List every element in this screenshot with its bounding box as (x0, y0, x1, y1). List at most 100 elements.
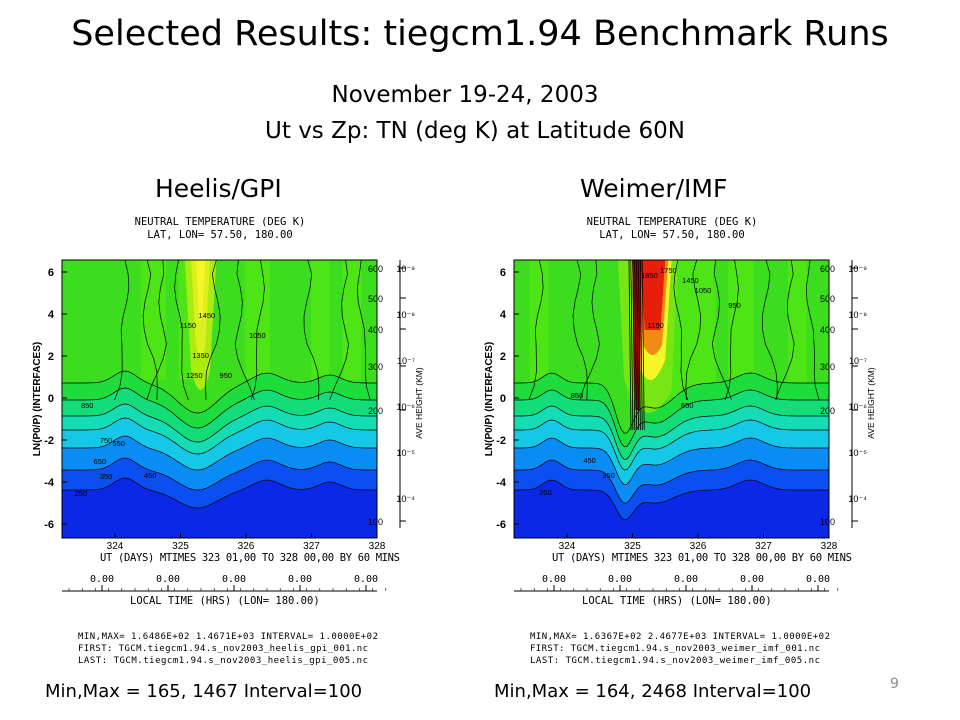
pressure-tick-label: 10⁻⁵ (397, 448, 416, 458)
contour-label: 250 (75, 489, 88, 498)
pressure-tick-label: 10⁻⁵ (849, 448, 868, 458)
pressure-tick-label: 10⁻⁷ (397, 356, 415, 366)
slide-title: Selected Results: tiegcm1.94 Benchmark R… (71, 14, 889, 54)
y-tick-label: -2 (496, 435, 506, 447)
contour-label: 650 (681, 401, 694, 410)
contour-label: 350 (602, 471, 615, 480)
contour-line (572, 260, 588, 401)
pressure-tick-label: 10⁻⁴ (848, 494, 867, 504)
caption-weimer: Min,Max = 164, 2468 Interval=100 (494, 681, 812, 702)
height-tick-label: 200 (820, 406, 835, 416)
height-tick-label: 600 (368, 264, 383, 274)
local-time-label: LOCAL TIME (HRS) (LON= 180.00) (130, 595, 320, 607)
contour-label: 950 (220, 371, 233, 380)
contour-label: 1850 (641, 271, 658, 280)
ave-height-label: AVE HEIGHT (KM) (866, 367, 876, 439)
contour-line (514, 405, 829, 538)
contour-line (634, 260, 638, 431)
y-tick-label: -4 (496, 477, 507, 489)
warm-column (342, 260, 362, 380)
contour-line (62, 370, 377, 538)
plot-frame (513, 259, 830, 539)
height-tick-label: 100 (820, 517, 835, 527)
contour-line (514, 389, 829, 538)
x-tick-label: 328 (369, 541, 386, 552)
ut-axis-label: UT (DAYS) MTIMES 323 01,00 TO 328 00,00 … (552, 552, 852, 564)
pressure-tick-label: 10⁻⁸ (396, 310, 415, 320)
x-tick-label: 325 (624, 541, 641, 552)
contour-lines (62, 260, 377, 538)
hot-core-inner (195, 260, 206, 320)
x-tick-label: 327 (755, 541, 772, 552)
warm-column (310, 260, 330, 380)
contour-line (638, 260, 641, 431)
height-tick-label: 300 (820, 362, 835, 372)
contour-line (685, 260, 701, 401)
plot-frame (61, 259, 378, 539)
lt-tick-label: 0.00 (542, 574, 566, 585)
x-tick-label: 328 (821, 541, 838, 552)
page-number: 9 (890, 676, 899, 692)
y-tick-label: 2 (48, 351, 54, 363)
contour-line (632, 260, 636, 431)
contour-line (628, 260, 632, 431)
contour-line (775, 260, 795, 401)
contour-line (636, 260, 639, 431)
slide-subtitle-date: November 19-24, 2003 (331, 82, 599, 108)
contour-label: 950 (728, 301, 741, 310)
contour-line (639, 260, 643, 431)
contour-lines (514, 260, 829, 538)
weimer-contour-plot: NEUTRAL TEMPERATURE (DEG K) LAT, LON= 57… (484, 216, 876, 666)
lt-tick-label: 0.00 (288, 574, 312, 585)
lt-tick-label: 0.00 (354, 574, 378, 585)
y-axis-label: LN(P0/P) (INTERFACES) (32, 342, 43, 456)
y-tick-label: -4 (44, 477, 55, 489)
minmax-line: MIN,MAX= 1.6486E+02 1.4671E+03 INTERVAL=… (78, 632, 378, 642)
contour-line (579, 260, 600, 401)
x-tick-label: 326 (238, 541, 255, 552)
contour-line (514, 479, 829, 538)
contour-label: 450 (144, 471, 157, 480)
lt-tick-label: 0.00 (740, 574, 764, 585)
first-file-line: FIRST: TGCM.tiegcm1.94.s_nov2003_heelis_… (78, 644, 368, 654)
contour-line (514, 437, 829, 538)
lt-tick-label: 0.00 (608, 574, 632, 585)
contour-line (711, 260, 732, 401)
contour-label: 850 (571, 391, 584, 400)
height-tick-label: 100 (368, 517, 383, 527)
lt-tick-label: 0.00 (674, 574, 698, 585)
contour-line (205, 260, 221, 401)
contour-label: 1750 (660, 266, 677, 275)
plot-title-line-2: LAT, LON= 57.50, 180.00 (599, 229, 744, 241)
contour-line (62, 457, 377, 538)
contour-line (62, 417, 377, 538)
contour-line (142, 260, 158, 401)
contour-line (528, 260, 544, 401)
contour-label: 1450 (199, 311, 216, 320)
contour-line (514, 459, 829, 538)
plot-title-line-2: LAT, LON= 57.50, 180.00 (147, 229, 292, 241)
contour-line (234, 260, 255, 401)
y-tick-label: -2 (44, 435, 54, 447)
pressure-tick-label: 10⁻⁹ (396, 264, 415, 274)
lt-tick-label: 0.00 (156, 574, 180, 585)
last-file-line: LAST: TGCM.tiegcm1.94.s_nov2003_weimer_i… (530, 656, 820, 666)
contour-line (62, 387, 377, 538)
first-file-line: FIRST: TGCM.tiegcm1.94.s_nov2003_weimer_… (530, 644, 820, 654)
height-tick-label: 400 (368, 325, 383, 335)
local-time-label: LOCAL TIME (HRS) (LON= 180.00) (582, 595, 772, 607)
contour-label: 450 (583, 456, 596, 465)
contour-label: 750 (100, 436, 113, 445)
band-250 (514, 480, 829, 538)
pressure-tick-label: 10⁻⁶ (397, 402, 416, 412)
x-tick-label: 327 (303, 541, 320, 552)
band-250 (62, 478, 377, 538)
lt-tick-label: 0.00 (90, 574, 114, 585)
height-tick-label: 300 (368, 362, 383, 372)
contour-line (303, 260, 320, 401)
pressure-tick-label: 10⁻⁶ (849, 402, 868, 412)
plot-axes: 6 4 2 0 -2 -4 -6 324 325 326 327 328 600 500 400 300 200… (44, 260, 416, 592)
contour-label: 550 (112, 439, 125, 448)
contour-line (356, 260, 371, 401)
